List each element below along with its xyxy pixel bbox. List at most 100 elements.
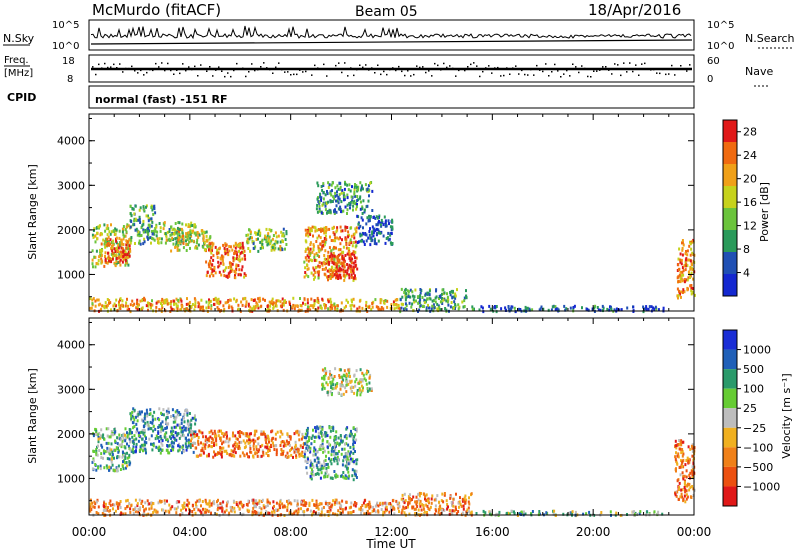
data-cell — [556, 307, 559, 311]
data-cell — [131, 449, 134, 453]
data-cell — [330, 449, 333, 453]
data-cell — [334, 500, 337, 504]
data-cell — [317, 472, 320, 476]
data-cell — [186, 413, 189, 417]
data-cell — [439, 300, 442, 304]
data-cell — [335, 384, 338, 388]
data-cell — [137, 434, 140, 438]
data-cell — [194, 225, 197, 229]
data-cell — [139, 308, 142, 312]
data-cell — [355, 469, 358, 473]
data-cell — [249, 235, 252, 239]
data-cell — [178, 240, 181, 243]
nave-dot — [383, 70, 385, 73]
data-cell — [267, 511, 270, 515]
data-cell — [152, 424, 155, 428]
data-cell — [134, 217, 137, 221]
data-cell — [97, 435, 100, 439]
data-cell — [305, 258, 308, 262]
data-cell — [282, 303, 285, 307]
nave-dot — [656, 72, 658, 74]
data-cell — [463, 296, 466, 300]
data-cell — [117, 303, 120, 307]
data-cell — [132, 426, 135, 430]
nave-dot — [92, 66, 94, 68]
data-cell — [119, 254, 122, 258]
data-cell — [333, 375, 336, 378]
data-cell — [325, 372, 327, 375]
data-cell — [272, 500, 275, 504]
data-cell — [95, 468, 98, 472]
nave-dot — [260, 66, 262, 68]
data-cell — [687, 276, 690, 280]
data-cell — [331, 503, 334, 507]
data-cell — [268, 511, 271, 515]
data-cell — [655, 307, 658, 311]
data-cell — [449, 291, 452, 294]
data-cell — [374, 298, 377, 302]
data-cell — [366, 204, 369, 208]
data-cell — [692, 461, 695, 465]
data-cell — [317, 264, 320, 268]
data-cell — [691, 450, 694, 453]
colorbar-tick-label: 20 — [743, 173, 757, 186]
data-cell — [385, 502, 388, 506]
data-cell — [318, 265, 321, 269]
data-cell — [221, 450, 223, 454]
data-cell — [215, 434, 218, 438]
data-cell — [141, 224, 144, 228]
data-cell — [306, 460, 309, 464]
data-cell — [255, 510, 258, 514]
data-cell — [104, 509, 107, 512]
nave-dot — [587, 75, 589, 78]
data-cell — [327, 186, 330, 189]
nave-dot — [464, 69, 466, 72]
data-cell — [333, 232, 336, 236]
data-cell — [431, 494, 434, 498]
data-cell — [380, 224, 383, 228]
data-cell — [454, 505, 457, 509]
power-cbar-label: Power [dB] — [758, 182, 771, 242]
data-cell — [151, 414, 154, 418]
data-cell — [323, 303, 326, 307]
data-cell — [378, 220, 380, 223]
data-cell — [442, 500, 445, 504]
data-cell — [314, 271, 317, 275]
data-cell — [687, 459, 689, 463]
data-cell — [379, 301, 382, 305]
data-cell — [245, 233, 248, 237]
data-cell — [208, 261, 211, 265]
data-cell — [675, 451, 677, 455]
data-cell — [180, 421, 183, 425]
data-cell — [337, 237, 340, 241]
nave-dot — [263, 62, 265, 64]
data-cell — [97, 440, 100, 444]
data-cell — [313, 301, 316, 305]
data-cell — [374, 504, 377, 508]
data-cell — [381, 221, 384, 225]
data-cell — [305, 273, 308, 277]
data-cell — [105, 227, 108, 231]
data-cell — [353, 435, 356, 439]
data-cell — [390, 303, 393, 307]
data-cell — [686, 456, 689, 460]
nave-dot — [455, 75, 457, 77]
data-cell — [171, 408, 174, 412]
data-cell — [268, 445, 271, 449]
data-cell — [102, 433, 105, 437]
data-cell — [165, 409, 168, 413]
data-cell — [346, 374, 349, 378]
nave-dot — [377, 64, 379, 66]
data-cell — [340, 229, 343, 233]
data-cell — [339, 205, 342, 209]
data-cell — [271, 510, 273, 514]
data-cell — [247, 455, 250, 459]
data-cell — [138, 239, 141, 243]
nave-dot — [500, 75, 502, 77]
nave-dot — [197, 75, 199, 77]
data-cell — [171, 445, 174, 449]
data-cell — [462, 504, 465, 508]
data-cell — [95, 449, 98, 453]
